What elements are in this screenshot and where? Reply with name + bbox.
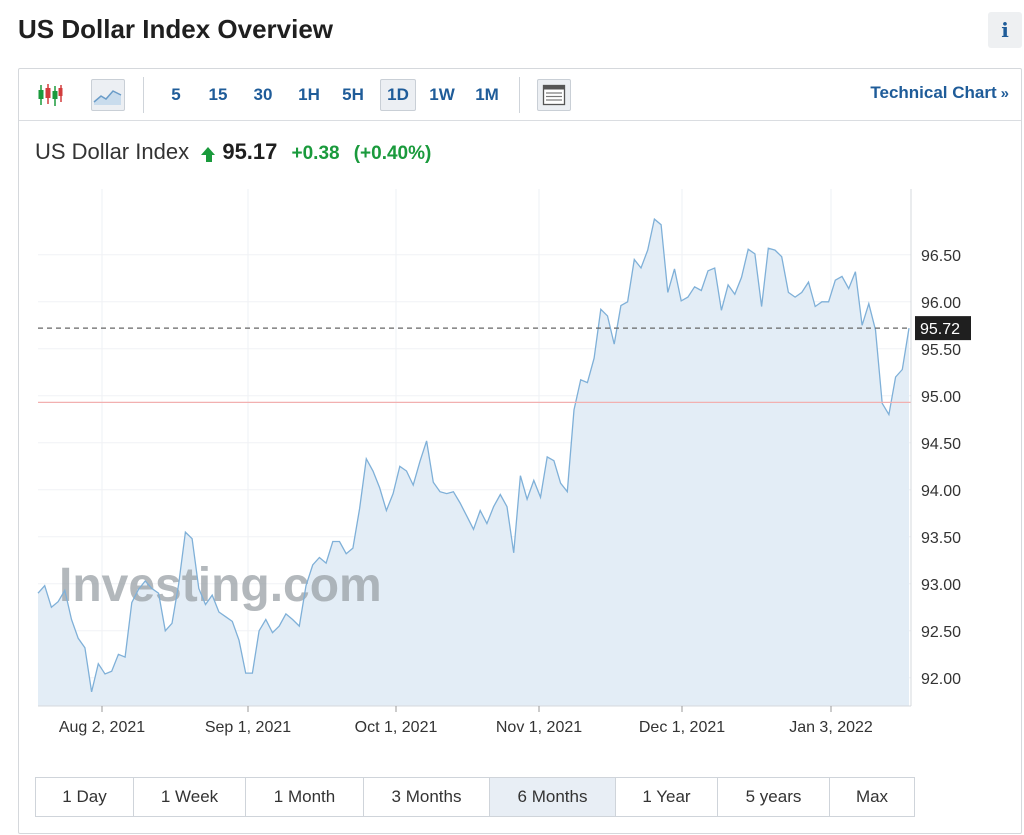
y-tick-label: 92.50 bbox=[921, 624, 961, 641]
timeframe-1d[interactable]: 1D bbox=[380, 79, 416, 111]
y-tick-label: 93.00 bbox=[921, 577, 961, 594]
timeframe-1w[interactable]: 1W bbox=[429, 85, 455, 104]
range-max[interactable]: Max bbox=[855, 787, 889, 806]
price-line bbox=[37, 217, 910, 693]
y-tick-label: 96.00 bbox=[921, 295, 961, 312]
timeframe-1h[interactable]: 1H bbox=[298, 85, 320, 104]
range-3-months[interactable]: 3 Months bbox=[364, 778, 490, 816]
x-tick-label: Sep 1, 2021 bbox=[205, 719, 291, 736]
price-change-percent: (+0.40%) bbox=[353, 143, 432, 164]
range-1-week[interactable]: 1 Week bbox=[134, 778, 246, 816]
timeframe-15[interactable]: 15 bbox=[208, 85, 228, 104]
timeframe-5h[interactable]: 5H bbox=[342, 85, 364, 104]
range-1-month[interactable]: 1 Month bbox=[246, 778, 364, 816]
range-5-years[interactable]: 5 years bbox=[718, 778, 830, 816]
chart-toolbar: 5 15 30 1H 5H 1D 1W 1M Technical Chart» bbox=[19, 69, 1021, 121]
table-icon[interactable] bbox=[537, 79, 571, 111]
x-tick-label: Jan 3, 2022 bbox=[789, 719, 873, 736]
chart-panel: 5 15 30 1H 5H 1D 1W 1M Technical Chart» US Doll… bbox=[18, 68, 1022, 834]
x-tick-label: Aug 2, 2021 bbox=[59, 719, 145, 736]
toolbar-separator bbox=[519, 77, 520, 113]
price-change: +0.38 bbox=[291, 143, 340, 164]
technical-chart-link[interactable]: Technical Chart» bbox=[870, 83, 1009, 103]
toolbar-separator bbox=[143, 77, 144, 113]
candlestick-icon[interactable] bbox=[33, 79, 67, 111]
timeframe-5[interactable]: 5 bbox=[171, 85, 181, 104]
last-price: 95.17 bbox=[222, 139, 278, 164]
y-tick-label: 96.50 bbox=[921, 248, 961, 265]
up-arrow-icon bbox=[201, 147, 216, 155]
area-chart-icon[interactable] bbox=[91, 79, 125, 111]
y-tick-label: 95.50 bbox=[921, 342, 961, 359]
range-1-day[interactable]: 1 Day bbox=[36, 778, 134, 816]
double-chevron-right-icon: » bbox=[1000, 85, 1009, 102]
range-1-year[interactable]: 1 Year bbox=[616, 778, 718, 816]
y-tick-label: 93.50 bbox=[921, 530, 961, 547]
range-6-months[interactable]: 6 Months bbox=[490, 778, 616, 816]
instrument-name: US Dollar Index bbox=[35, 139, 190, 164]
y-tick-label: 94.00 bbox=[921, 483, 961, 500]
x-tick-label: Nov 1, 2021 bbox=[496, 719, 582, 736]
info-icon[interactable]: i bbox=[988, 12, 1022, 48]
page-title: US Dollar Index Overview bbox=[18, 14, 334, 44]
y-tick-label: 92.00 bbox=[921, 671, 961, 688]
quote-header: US Dollar Index 95.17 +0.38 (+0.40%) bbox=[35, 139, 431, 165]
current-price-box bbox=[915, 316, 971, 341]
timeframe-30[interactable]: 30 bbox=[253, 85, 273, 104]
up-arrow-stem bbox=[206, 155, 213, 162]
x-tick-label: Oct 1, 2021 bbox=[355, 719, 438, 736]
current-price-label: 95.72 bbox=[920, 321, 960, 338]
timeframe-1m[interactable]: 1M bbox=[475, 85, 499, 104]
technical-chart-label: Technical Chart bbox=[870, 83, 997, 102]
y-tick-label: 94.50 bbox=[921, 436, 961, 453]
y-tick-label: 95.00 bbox=[921, 389, 961, 406]
price-chart[interactable]: Investing.com 92.00 92.50 93.00 93.50 94.00 94… bbox=[19, 69, 1021, 769]
investing-watermark: Investing.com bbox=[59, 559, 382, 612]
price-area bbox=[38, 219, 909, 706]
range-selector: 1 Day 1 Week 1 Month 3 Months 6 Months 1 Year… bbox=[35, 777, 915, 817]
x-tick-label: Dec 1, 2021 bbox=[639, 719, 725, 736]
